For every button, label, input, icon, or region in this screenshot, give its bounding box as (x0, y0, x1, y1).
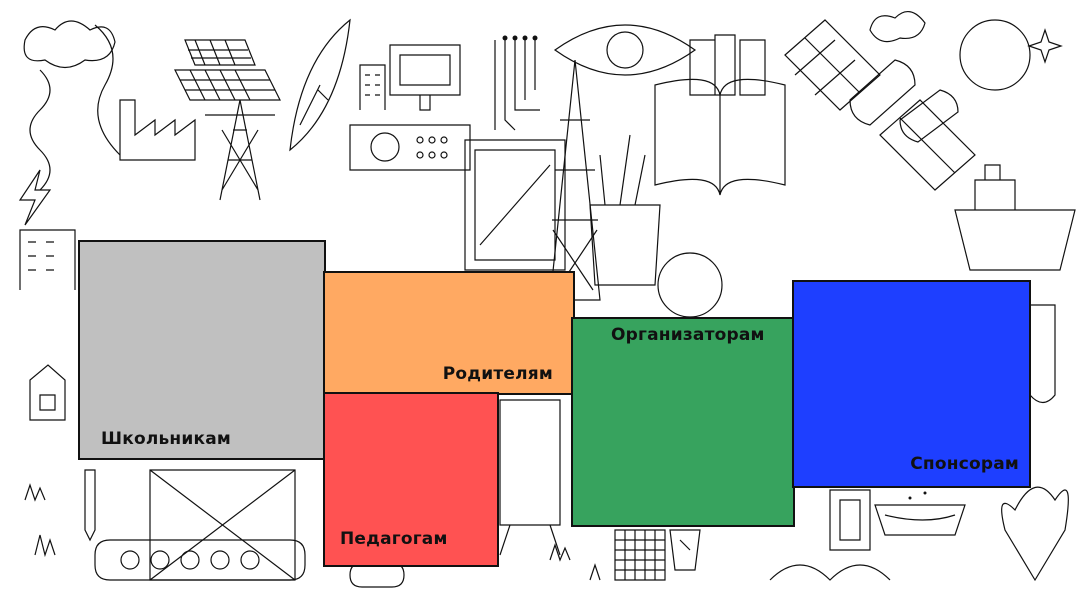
cylinder-icon (849, 59, 916, 126)
squiggle-doodle (29, 69, 51, 191)
solar-panel-icon (879, 99, 976, 191)
sponsors-label: Спонсорам (910, 454, 1019, 474)
sun-icon (959, 19, 1031, 91)
bowl-icon (874, 504, 966, 536)
house-icon (29, 364, 66, 421)
solar-panel-icon (784, 19, 881, 111)
satellite-dish-icon (289, 18, 351, 152)
organizers-label: Организаторам (611, 325, 765, 345)
eye-pupil (606, 31, 644, 69)
ship-icon (954, 164, 1076, 271)
teachers-tile[interactable]: Педагогам (323, 392, 499, 567)
grid-pattern (614, 529, 666, 581)
test-tube-icon (1029, 304, 1056, 404)
open-book-icon (654, 78, 786, 196)
squiggle-doodle (94, 24, 121, 156)
building-icon (19, 229, 76, 290)
students-tile[interactable]: Школьникам (78, 240, 326, 460)
circuit-icon (494, 40, 540, 131)
heart-icon (1001, 486, 1069, 582)
factory-icon (119, 99, 196, 161)
teachers-label: Педагогам (340, 529, 448, 549)
lightning-icon (18, 169, 52, 226)
control-panel-icon (349, 124, 471, 171)
grass-icon (24, 483, 56, 558)
glass-icon (669, 529, 701, 571)
tablet-icon (464, 139, 566, 271)
ball-icon (657, 252, 723, 318)
tv-tower-icon (549, 59, 601, 301)
pencil-cup-icon (589, 134, 661, 286)
eye-icon (553, 24, 697, 76)
organizers-tile[interactable]: Организаторам (571, 317, 795, 527)
solar-panel-icon (174, 69, 281, 101)
cylinder-icon (899, 89, 959, 143)
box-icon (829, 489, 871, 551)
sparkle-icon (1027, 28, 1063, 64)
students-label: Школьникам (101, 429, 231, 449)
building-icon (359, 64, 386, 110)
monitor-icon (389, 44, 461, 111)
power-tower-icon (205, 99, 275, 201)
easel-icon (499, 399, 561, 556)
tank-icon (94, 539, 306, 581)
parents-label: Родителям (442, 364, 553, 384)
solar-panel-icon (184, 39, 256, 66)
cloud-doodle (23, 20, 116, 69)
cloud-doodle (869, 11, 926, 43)
button-dot (416, 136, 424, 144)
parents-tile[interactable]: Родителям (323, 271, 575, 395)
triangle-pattern (149, 469, 296, 581)
arch-icon (769, 564, 891, 581)
pencil-icon (84, 469, 96, 542)
book-icon (689, 34, 766, 96)
sponsors-tile[interactable]: Спонсорам (792, 280, 1031, 488)
grass-icon (549, 543, 601, 581)
